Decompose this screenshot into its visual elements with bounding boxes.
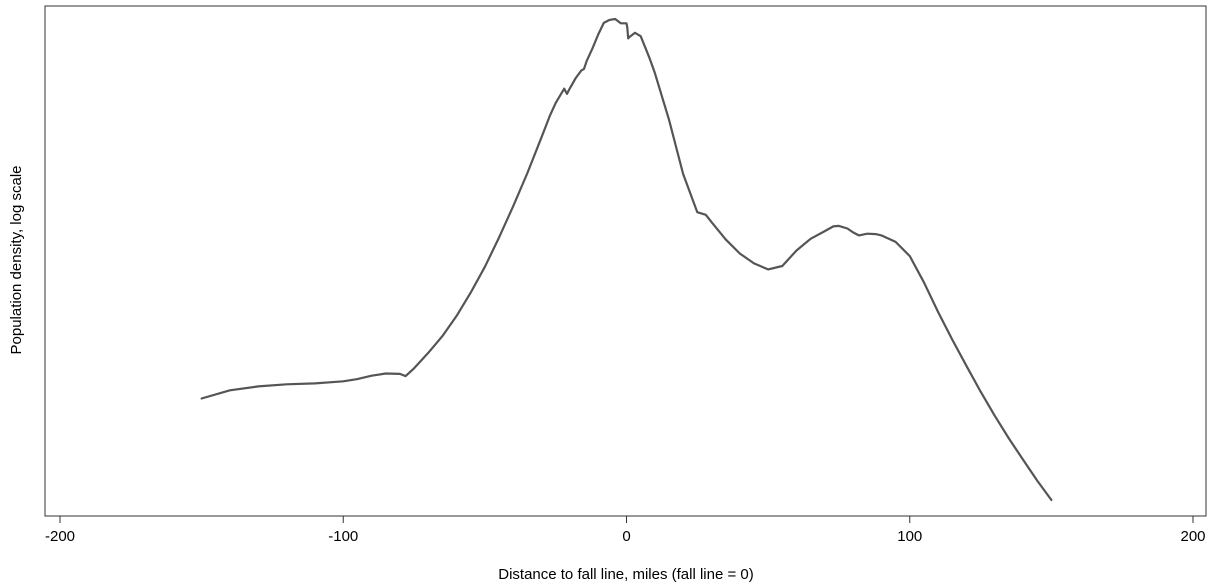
x-tick-label: 100 xyxy=(897,528,922,545)
x-tick-label: -200 xyxy=(45,528,75,545)
x-axis-title: Distance to fall line, miles (fall line … xyxy=(498,566,754,583)
x-axis-ticks: -200 -100 0 100 200 xyxy=(45,516,1206,545)
x-tick-label: 200 xyxy=(1180,528,1205,545)
x-tick-label: 0 xyxy=(622,528,630,545)
y-axis-title: Population density, log scale xyxy=(8,165,25,354)
population-density-line xyxy=(200,17,1053,502)
plot-frame xyxy=(44,5,1207,517)
x-tick-label: -100 xyxy=(328,528,358,545)
